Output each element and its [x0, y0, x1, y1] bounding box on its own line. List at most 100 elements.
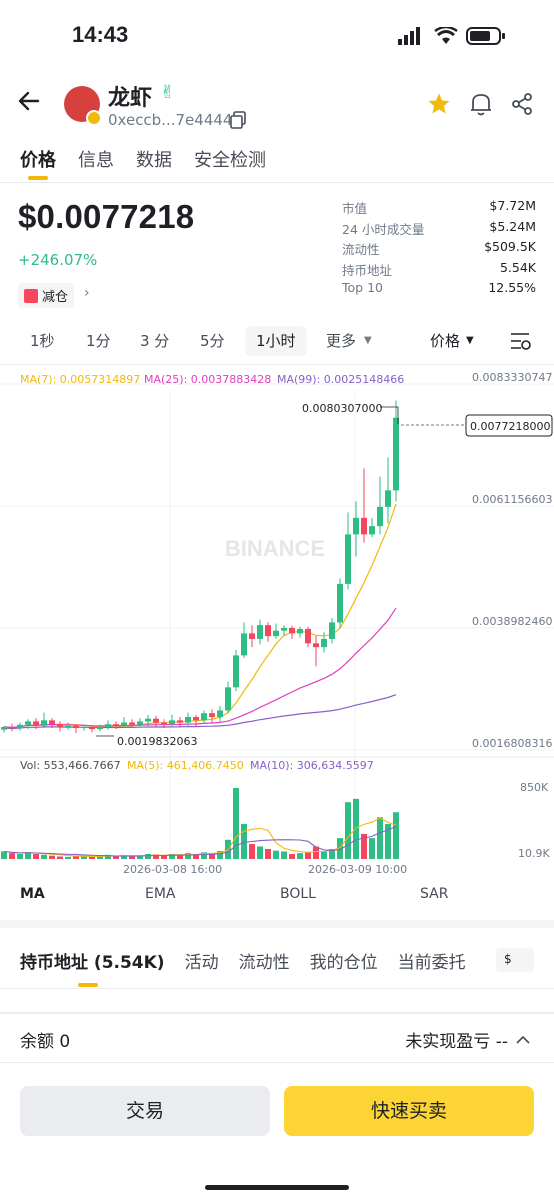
reduce-label: 减仓 [42, 290, 69, 305]
vol-ma10-line [3, 825, 397, 857]
volume-bar [57, 856, 63, 859]
indicator-boll[interactable]: BOLL [280, 886, 316, 902]
candle [249, 633, 255, 639]
volume-bar [377, 817, 383, 859]
interval-3m[interactable]: 3 分 [140, 332, 170, 350]
bell-icon[interactable] [469, 91, 493, 117]
reduce-icon [24, 288, 38, 303]
indicator-ma[interactable]: MA [20, 886, 45, 902]
vol-axis-bottom: 10.9K [518, 847, 550, 860]
tab-open-orders[interactable]: 当前委托 [397, 953, 466, 973]
x-tick-label: 2026-03-09 10:00 [308, 863, 407, 876]
holder-tabs: 持币地址 (5.54K) 活动 流动性 我的仓位 当前委托 [20, 948, 486, 973]
interval-1m[interactable]: 1分 [86, 332, 111, 350]
vol-ma5-label: MA(5): 461,406.7450 [127, 759, 244, 772]
stat-row: Top 10 12.55% [342, 280, 536, 301]
indicator-sar[interactable]: SAR [420, 886, 449, 902]
wifi-icon [434, 27, 458, 44]
share-icon[interactable] [510, 92, 534, 116]
candle [57, 724, 63, 727]
unrealized-pnl[interactable]: 未实现盈亏 -- [405, 1027, 530, 1052]
volume-bar [145, 853, 151, 859]
tab-my-position[interactable]: 我的仓位 [309, 953, 378, 973]
divider [0, 1012, 554, 1014]
interval-5m[interactable]: 5分 [200, 332, 225, 350]
currency-toggle[interactable]: $ [496, 948, 534, 972]
volume-bar [169, 853, 175, 859]
volume-bar [89, 856, 95, 859]
candle [337, 583, 343, 623]
chevron-right-icon[interactable]: › [84, 285, 90, 301]
volume-bar [129, 856, 135, 859]
volume-bar [369, 838, 375, 859]
tab-liquidity[interactable]: 流动性 [238, 953, 290, 973]
price-type-chevron-icon[interactable]: ▼ [466, 335, 474, 346]
price-chart[interactable]: BINANCE 0.0083330747 0.0061156603 0.003898… [0, 360, 554, 880]
candle [105, 724, 111, 727]
trade-button[interactable]: 交易 [20, 1086, 270, 1136]
volume-bar [113, 856, 119, 859]
tab-security[interactable]: 安全检测 [194, 150, 266, 171]
watermark: BINANCE [225, 536, 325, 561]
price-type-select[interactable]: 价格 [430, 332, 461, 350]
volume-bar [25, 852, 31, 859]
volume-bar [33, 853, 39, 859]
interval-more[interactable]: 更多 [326, 332, 357, 350]
candle [169, 720, 175, 725]
volume-bar [17, 853, 23, 859]
candle [329, 622, 335, 639]
more-chevron-icon[interactable]: ▼ [364, 335, 372, 346]
candle [73, 725, 79, 729]
section-divider [0, 920, 554, 928]
tab-info[interactable]: 信息 [78, 150, 114, 171]
candle [369, 526, 375, 535]
volume-bar [49, 855, 55, 859]
interval-1h[interactable]: 1小时 [245, 326, 307, 356]
reduce-badge[interactable]: 减仓 [18, 283, 75, 308]
candle [137, 721, 143, 725]
candle [113, 724, 119, 726]
volume-bar [177, 855, 183, 859]
candle [233, 655, 239, 688]
indicator-ema[interactable]: EMA [145, 886, 176, 902]
candle [345, 534, 351, 584]
tab-activity[interactable]: 活动 [184, 953, 219, 973]
volume-bar [201, 852, 207, 859]
candle [185, 717, 191, 723]
candle [33, 721, 39, 726]
interval-1s[interactable]: 1秒 [30, 332, 55, 350]
back-arrow-icon[interactable] [16, 88, 42, 114]
candle [281, 627, 287, 631]
tab-price[interactable]: 价格 [20, 150, 56, 171]
candle [65, 725, 71, 727]
candle [17, 724, 23, 729]
volume-bar [361, 833, 367, 859]
holder-tab-indicator [78, 983, 98, 987]
candle [393, 417, 399, 491]
star-icon[interactable] [427, 92, 451, 116]
volume-bar [41, 854, 47, 859]
candle [217, 710, 223, 718]
stat-row: 24 小时成交量 $5.24M [342, 219, 536, 240]
volume-bar [209, 853, 215, 859]
candle [361, 517, 367, 535]
candle [193, 717, 199, 721]
candle [353, 517, 359, 535]
volume-bar [265, 848, 271, 859]
tab-data[interactable]: 数据 [136, 150, 172, 171]
candle [9, 726, 15, 729]
chevron-up-icon[interactable] [516, 1035, 530, 1045]
candle [209, 713, 215, 718]
volume-bar [161, 855, 167, 859]
chart-settings-icon[interactable] [510, 332, 532, 350]
ma99-line [3, 694, 397, 730]
tab-holders[interactable]: 持币地址 (5.54K) [20, 953, 165, 973]
quick-trade-button[interactable]: 快速买卖 [284, 1086, 534, 1136]
stat-label: 持币地址 [342, 262, 393, 278]
ma7-label: MA(7): 0.0057314897 [20, 373, 140, 386]
copy-icon[interactable] [230, 111, 246, 129]
signal-icon [398, 27, 420, 45]
volume-bar [97, 855, 103, 859]
stat-value: $5.24M [489, 218, 536, 234]
candle [225, 687, 231, 711]
